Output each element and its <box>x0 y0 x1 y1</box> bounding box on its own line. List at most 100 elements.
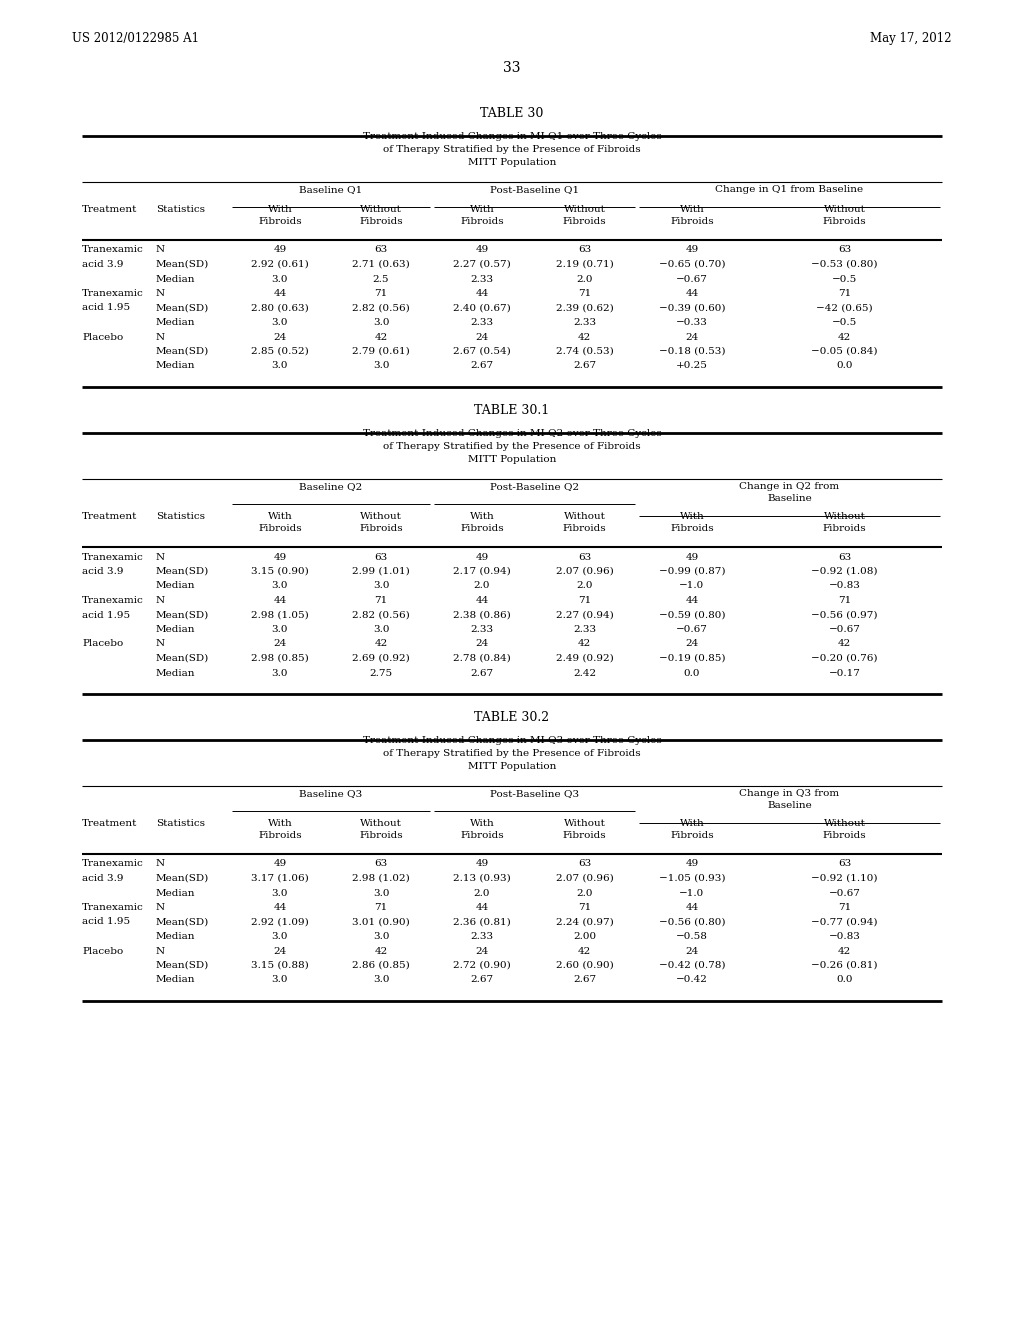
Text: 2.19 (0.71): 2.19 (0.71) <box>556 260 613 269</box>
Text: 2.5: 2.5 <box>373 275 389 284</box>
Text: acid 3.9: acid 3.9 <box>82 568 124 576</box>
Text: Tranexamic: Tranexamic <box>82 246 143 255</box>
Text: Treatment-Induced Changes in MI Q1 over Three Cycles: Treatment-Induced Changes in MI Q1 over … <box>362 132 662 141</box>
Text: 49: 49 <box>475 553 488 561</box>
Text: 42: 42 <box>578 333 591 342</box>
Text: −0.5: −0.5 <box>831 318 857 327</box>
Text: −0.56 (0.80): −0.56 (0.80) <box>658 917 725 927</box>
Text: 2.92 (0.61): 2.92 (0.61) <box>251 260 309 269</box>
Text: Median: Median <box>156 275 196 284</box>
Text: Median: Median <box>156 582 196 590</box>
Text: 24: 24 <box>475 946 488 956</box>
Text: TABLE 30.1: TABLE 30.1 <box>474 404 550 417</box>
Text: 2.78 (0.84): 2.78 (0.84) <box>454 653 511 663</box>
Text: acid 1.95: acid 1.95 <box>82 304 130 313</box>
Text: 2.67: 2.67 <box>470 362 494 371</box>
Text: 63: 63 <box>375 246 388 255</box>
Text: 2.33: 2.33 <box>470 318 494 327</box>
Text: 2.36 (0.81): 2.36 (0.81) <box>454 917 511 927</box>
Text: MITT Population: MITT Population <box>468 158 556 168</box>
Text: 3.0: 3.0 <box>271 582 288 590</box>
Text: 63: 63 <box>578 859 591 869</box>
Text: 2.80 (0.63): 2.80 (0.63) <box>251 304 309 313</box>
Text: 2.98 (1.02): 2.98 (1.02) <box>352 874 410 883</box>
Text: 44: 44 <box>475 289 488 298</box>
Text: 3.0: 3.0 <box>373 624 389 634</box>
Text: N: N <box>156 859 165 869</box>
Text: acid 3.9: acid 3.9 <box>82 874 124 883</box>
Text: 44: 44 <box>685 289 698 298</box>
Text: 63: 63 <box>838 859 851 869</box>
Text: 2.07 (0.96): 2.07 (0.96) <box>556 874 613 883</box>
Text: 2.67: 2.67 <box>573 362 596 371</box>
Text: 2.92 (1.09): 2.92 (1.09) <box>251 917 309 927</box>
Text: 2.85 (0.52): 2.85 (0.52) <box>251 347 309 356</box>
Text: −0.5: −0.5 <box>831 275 857 284</box>
Text: 3.0: 3.0 <box>271 932 288 941</box>
Text: 2.0: 2.0 <box>474 888 490 898</box>
Text: 2.98 (1.05): 2.98 (1.05) <box>251 610 309 619</box>
Text: −1.0: −1.0 <box>679 888 705 898</box>
Text: 44: 44 <box>273 597 287 605</box>
Text: 63: 63 <box>375 859 388 869</box>
Text: 63: 63 <box>838 246 851 255</box>
Text: 42: 42 <box>838 946 851 956</box>
Text: 3.0: 3.0 <box>271 362 288 371</box>
Text: Without: Without <box>360 205 402 214</box>
Text: 63: 63 <box>375 553 388 561</box>
Text: Change in Q2 from: Change in Q2 from <box>739 482 840 491</box>
Text: N: N <box>156 553 165 561</box>
Text: −0.83: −0.83 <box>828 932 860 941</box>
Text: 3.0: 3.0 <box>271 668 288 677</box>
Text: −0.67: −0.67 <box>676 275 708 284</box>
Text: −0.39 (0.60): −0.39 (0.60) <box>658 304 725 313</box>
Text: 2.17 (0.94): 2.17 (0.94) <box>454 568 511 576</box>
Text: N: N <box>156 639 165 648</box>
Text: of Therapy Stratified by the Presence of Fibroids: of Therapy Stratified by the Presence of… <box>383 442 641 451</box>
Text: −0.65 (0.70): −0.65 (0.70) <box>658 260 725 269</box>
Text: Post-Baseline Q3: Post-Baseline Q3 <box>489 789 579 799</box>
Text: Mean(SD): Mean(SD) <box>156 917 209 927</box>
Text: 3.0: 3.0 <box>271 888 288 898</box>
Text: Statistics: Statistics <box>156 512 205 521</box>
Text: 2.82 (0.56): 2.82 (0.56) <box>352 610 410 619</box>
Text: Treatment-Induced Changes in MI Q2 over Three Cycles: Treatment-Induced Changes in MI Q2 over … <box>362 429 662 438</box>
Text: Treatment: Treatment <box>82 512 137 521</box>
Text: With: With <box>470 818 495 828</box>
Text: 2.72 (0.90): 2.72 (0.90) <box>454 961 511 970</box>
Text: 2.67 (0.54): 2.67 (0.54) <box>454 347 511 356</box>
Text: −0.92 (1.10): −0.92 (1.10) <box>811 874 878 883</box>
Text: May 17, 2012: May 17, 2012 <box>870 32 952 45</box>
Text: 49: 49 <box>685 553 698 561</box>
Text: 2.00: 2.00 <box>573 932 596 941</box>
Text: Change in Q1 from Baseline: Change in Q1 from Baseline <box>716 185 863 194</box>
Text: −0.58: −0.58 <box>676 932 708 941</box>
Text: 24: 24 <box>273 946 287 956</box>
Text: 24: 24 <box>475 333 488 342</box>
Text: 3.17 (1.06): 3.17 (1.06) <box>251 874 309 883</box>
Text: 3.0: 3.0 <box>373 582 389 590</box>
Text: Without: Without <box>823 512 865 521</box>
Text: −0.77 (0.94): −0.77 (0.94) <box>811 917 878 927</box>
Text: Statistics: Statistics <box>156 818 205 828</box>
Text: 42: 42 <box>578 639 591 648</box>
Text: −0.92 (1.08): −0.92 (1.08) <box>811 568 878 576</box>
Text: 3.0: 3.0 <box>271 275 288 284</box>
Text: With: With <box>267 818 293 828</box>
Text: 49: 49 <box>273 246 287 255</box>
Text: 24: 24 <box>475 639 488 648</box>
Text: Fibroids: Fibroids <box>258 524 302 533</box>
Text: 0.0: 0.0 <box>837 975 853 985</box>
Text: Fibroids: Fibroids <box>822 524 866 533</box>
Text: Fibroids: Fibroids <box>258 216 302 226</box>
Text: −0.59 (0.80): −0.59 (0.80) <box>658 610 725 619</box>
Text: −42 (0.65): −42 (0.65) <box>816 304 872 313</box>
Text: Baseline: Baseline <box>767 494 812 503</box>
Text: Median: Median <box>156 668 196 677</box>
Text: acid 1.95: acid 1.95 <box>82 610 130 619</box>
Text: Change in Q3 from: Change in Q3 from <box>739 789 840 799</box>
Text: 2.38 (0.86): 2.38 (0.86) <box>454 610 511 619</box>
Text: 3.0: 3.0 <box>373 975 389 985</box>
Text: −0.99 (0.87): −0.99 (0.87) <box>658 568 725 576</box>
Text: Placebo: Placebo <box>82 639 123 648</box>
